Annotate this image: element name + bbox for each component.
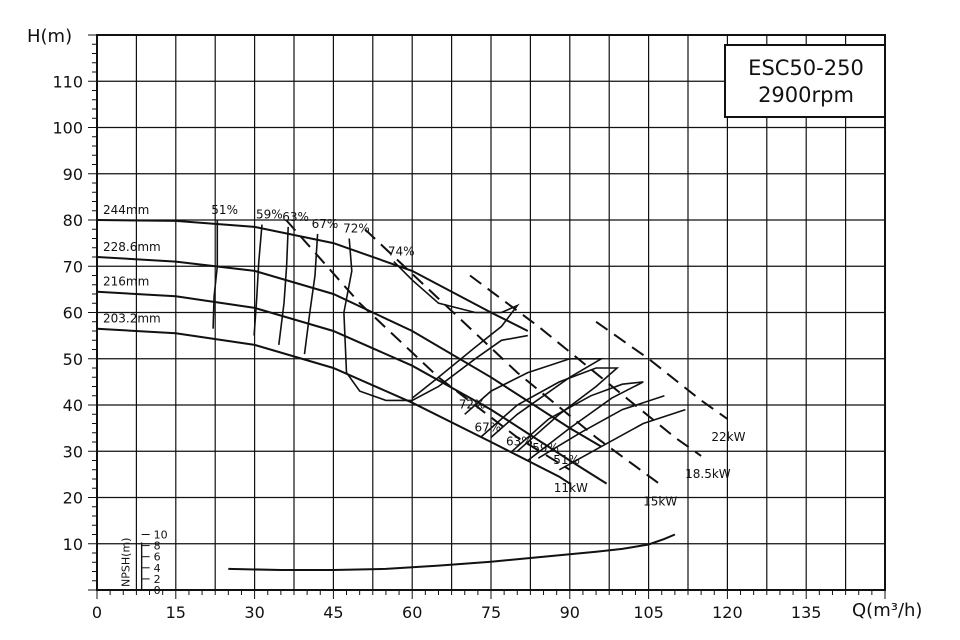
y-tick-label: 40 xyxy=(63,396,83,415)
efficiency-label: 67% xyxy=(474,420,501,434)
efficiency-label: 74% xyxy=(388,245,415,259)
power-label: 18.5kW xyxy=(685,467,731,481)
efficiency-curve xyxy=(253,224,263,336)
x-tick-label: 120 xyxy=(712,603,743,622)
power-label: 22kW xyxy=(711,430,745,444)
y-tick-label: 100 xyxy=(52,119,83,138)
efficiency-label: 59% xyxy=(256,208,283,222)
x-tick-label: 30 xyxy=(244,603,264,622)
power-curve xyxy=(285,219,571,471)
power-curve xyxy=(595,320,728,420)
efficiency-curve xyxy=(303,233,319,355)
efficiency-curve xyxy=(212,220,219,329)
efficiency-label: 59% xyxy=(532,441,559,455)
impeller-diameter-label: 244mm xyxy=(103,203,149,217)
model-speed: 2900rpm xyxy=(758,83,854,107)
npsh-curve xyxy=(228,533,676,571)
model-title-box: ESC50-250 2900rpm xyxy=(724,44,886,118)
power-label: 15kW xyxy=(643,495,677,509)
efficiency-curve xyxy=(537,395,665,459)
x-tick-label: 45 xyxy=(323,603,343,622)
impeller-diameter-label: 228.6mm xyxy=(103,240,161,254)
npsh-tick-label: 4 xyxy=(154,562,161,575)
efficiency-label: 51% xyxy=(211,203,238,217)
grid-layer xyxy=(96,34,886,591)
efficiency-curve xyxy=(511,381,644,462)
x-tick-label: 75 xyxy=(481,603,501,622)
impeller-diameter-label: 203.2mm xyxy=(103,312,161,326)
x-axis-title: Q(m³/h) xyxy=(852,600,922,621)
efficiency-label: 51% xyxy=(553,453,580,467)
x-tick-label: 0 xyxy=(92,603,102,622)
y-tick-label: 80 xyxy=(63,211,83,230)
impeller-diameter-label: 216mm xyxy=(103,275,149,289)
series-layer xyxy=(96,219,728,571)
y-tick-label: 70 xyxy=(63,257,83,276)
y-tick-label: 50 xyxy=(63,350,83,369)
model-name: ESC50-250 xyxy=(748,56,864,80)
power-curve xyxy=(469,274,702,457)
x-tick-label: 90 xyxy=(560,603,580,622)
efficiency-label: 63% xyxy=(506,434,533,448)
efficiency-curve xyxy=(343,238,528,402)
npsh-tick-label: 6 xyxy=(154,551,161,564)
efficiency-curve xyxy=(393,261,520,399)
efficiency-label: 63% xyxy=(282,210,309,224)
head-curve xyxy=(96,256,602,448)
efficiency-curve xyxy=(278,226,289,345)
axis-layer xyxy=(88,34,886,599)
model-title-box-frame xyxy=(724,44,886,118)
y-tick-label: 20 xyxy=(63,489,83,508)
power-curve xyxy=(364,228,660,485)
efficiency-label: 72% xyxy=(343,222,370,236)
head-curve xyxy=(96,290,608,485)
x-tick-label: 105 xyxy=(633,603,664,622)
npsh-tick-label: 8 xyxy=(154,540,161,553)
power-label: 11kW xyxy=(554,481,588,495)
npsh-tick-label: 0 xyxy=(154,584,161,597)
y-tick-label: 60 xyxy=(63,304,83,323)
x-tick-label: 15 xyxy=(166,603,186,622)
npsh-tick-label: 10 xyxy=(154,529,168,542)
y-tick-label: 90 xyxy=(63,165,83,184)
head-curve xyxy=(96,219,529,332)
efficiency-label: 72% xyxy=(459,397,486,411)
efficiency-curve xyxy=(464,358,605,439)
y-tick-label: 110 xyxy=(52,72,83,91)
efficiency-curve xyxy=(558,408,686,471)
efficiency-label: 67% xyxy=(312,217,339,231)
y-axis-title: H(m) xyxy=(27,26,72,47)
npsh-tick-label: 2 xyxy=(154,573,161,586)
npsh-axis-title: NPSH(m) xyxy=(120,538,133,587)
head-curve xyxy=(96,327,571,485)
y-tick-label: 10 xyxy=(63,535,83,554)
x-tick-label: 60 xyxy=(402,603,422,622)
x-tick-label: 135 xyxy=(791,603,822,622)
y-tick-label: 30 xyxy=(63,442,83,461)
